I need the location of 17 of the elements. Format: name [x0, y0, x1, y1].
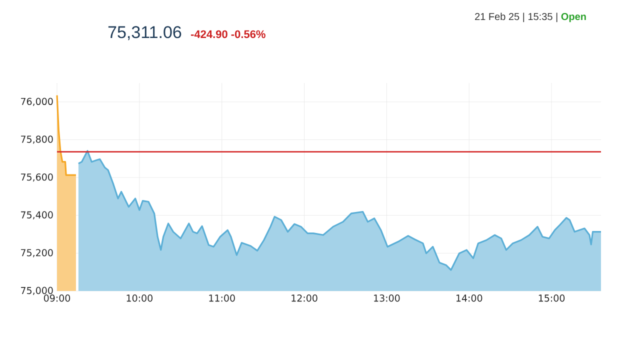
x-tick-label: 13:00: [374, 294, 400, 302]
chart-subtitle: -424.90 -0.56%: [190, 30, 266, 38]
chart-title: 75,311.06: [108, 26, 182, 40]
y-tick-label: 75,000: [21, 286, 53, 296]
y-tick-label: 76,000: [21, 98, 53, 106]
x-tick-label: 11:00: [209, 294, 235, 302]
x-tick-label: 12:00: [292, 294, 318, 302]
text: Open: [561, 13, 586, 22]
x-tick-label: 10:00: [126, 294, 152, 302]
y-tick-label: 75,200: [21, 249, 53, 258]
y-tick-label: 75,800: [21, 136, 53, 144]
y-tick-label: 75,400: [21, 211, 53, 220]
text: 21 Feb 25 | 15:35 |: [475, 12, 558, 22]
x-tick-label: 09:00: [44, 294, 70, 302]
x-tick-label: 15:00: [538, 294, 565, 302]
y-tick-label: 75,600: [21, 173, 53, 182]
x-tick-label: 14:00: [456, 294, 482, 302]
